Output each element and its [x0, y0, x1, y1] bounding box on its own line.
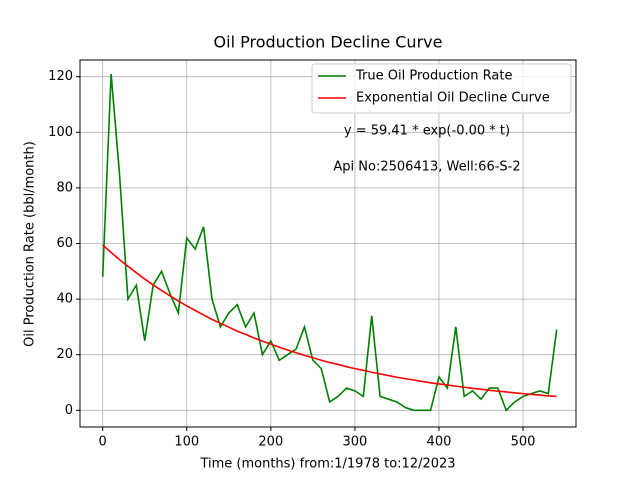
- legend-box: [311, 63, 572, 114]
- y-tick-label: 100: [48, 125, 73, 140]
- y-tick-label: 40: [56, 292, 73, 307]
- y-tick-label: 120: [48, 69, 73, 84]
- x-tick-label: 500: [511, 435, 536, 450]
- annotation: y = 59.41 * exp(-0.00 * t): [344, 124, 510, 139]
- legend-label: True Oil Production Rate: [355, 69, 512, 84]
- x-tick-label: 400: [427, 435, 452, 450]
- x-axis-label: Time (months) from:1/1978 to:12/2023: [199, 457, 455, 472]
- plot-frame: [79, 59, 577, 428]
- x-tick-label: 200: [258, 435, 283, 450]
- legend-label: Exponential Oil Decline Curve: [356, 91, 550, 106]
- data-line: [101, 73, 558, 412]
- x-tick-label: 100: [174, 435, 199, 450]
- x-tick-label: 300: [342, 435, 367, 450]
- y-tick-label: 80: [56, 180, 73, 195]
- y-axis-label: Oil Production Rate (bbl/month): [23, 141, 38, 347]
- x-tick-label: 0: [99, 435, 107, 450]
- data-line: [102, 244, 557, 398]
- annotation: Api No:2506413, Well:66-S-2: [333, 160, 520, 175]
- y-tick-label: 60: [56, 236, 73, 251]
- y-tick-label: 20: [56, 347, 73, 362]
- chart-title: Oil Production Decline Curve: [214, 33, 443, 52]
- y-tick-label: 0: [65, 403, 73, 418]
